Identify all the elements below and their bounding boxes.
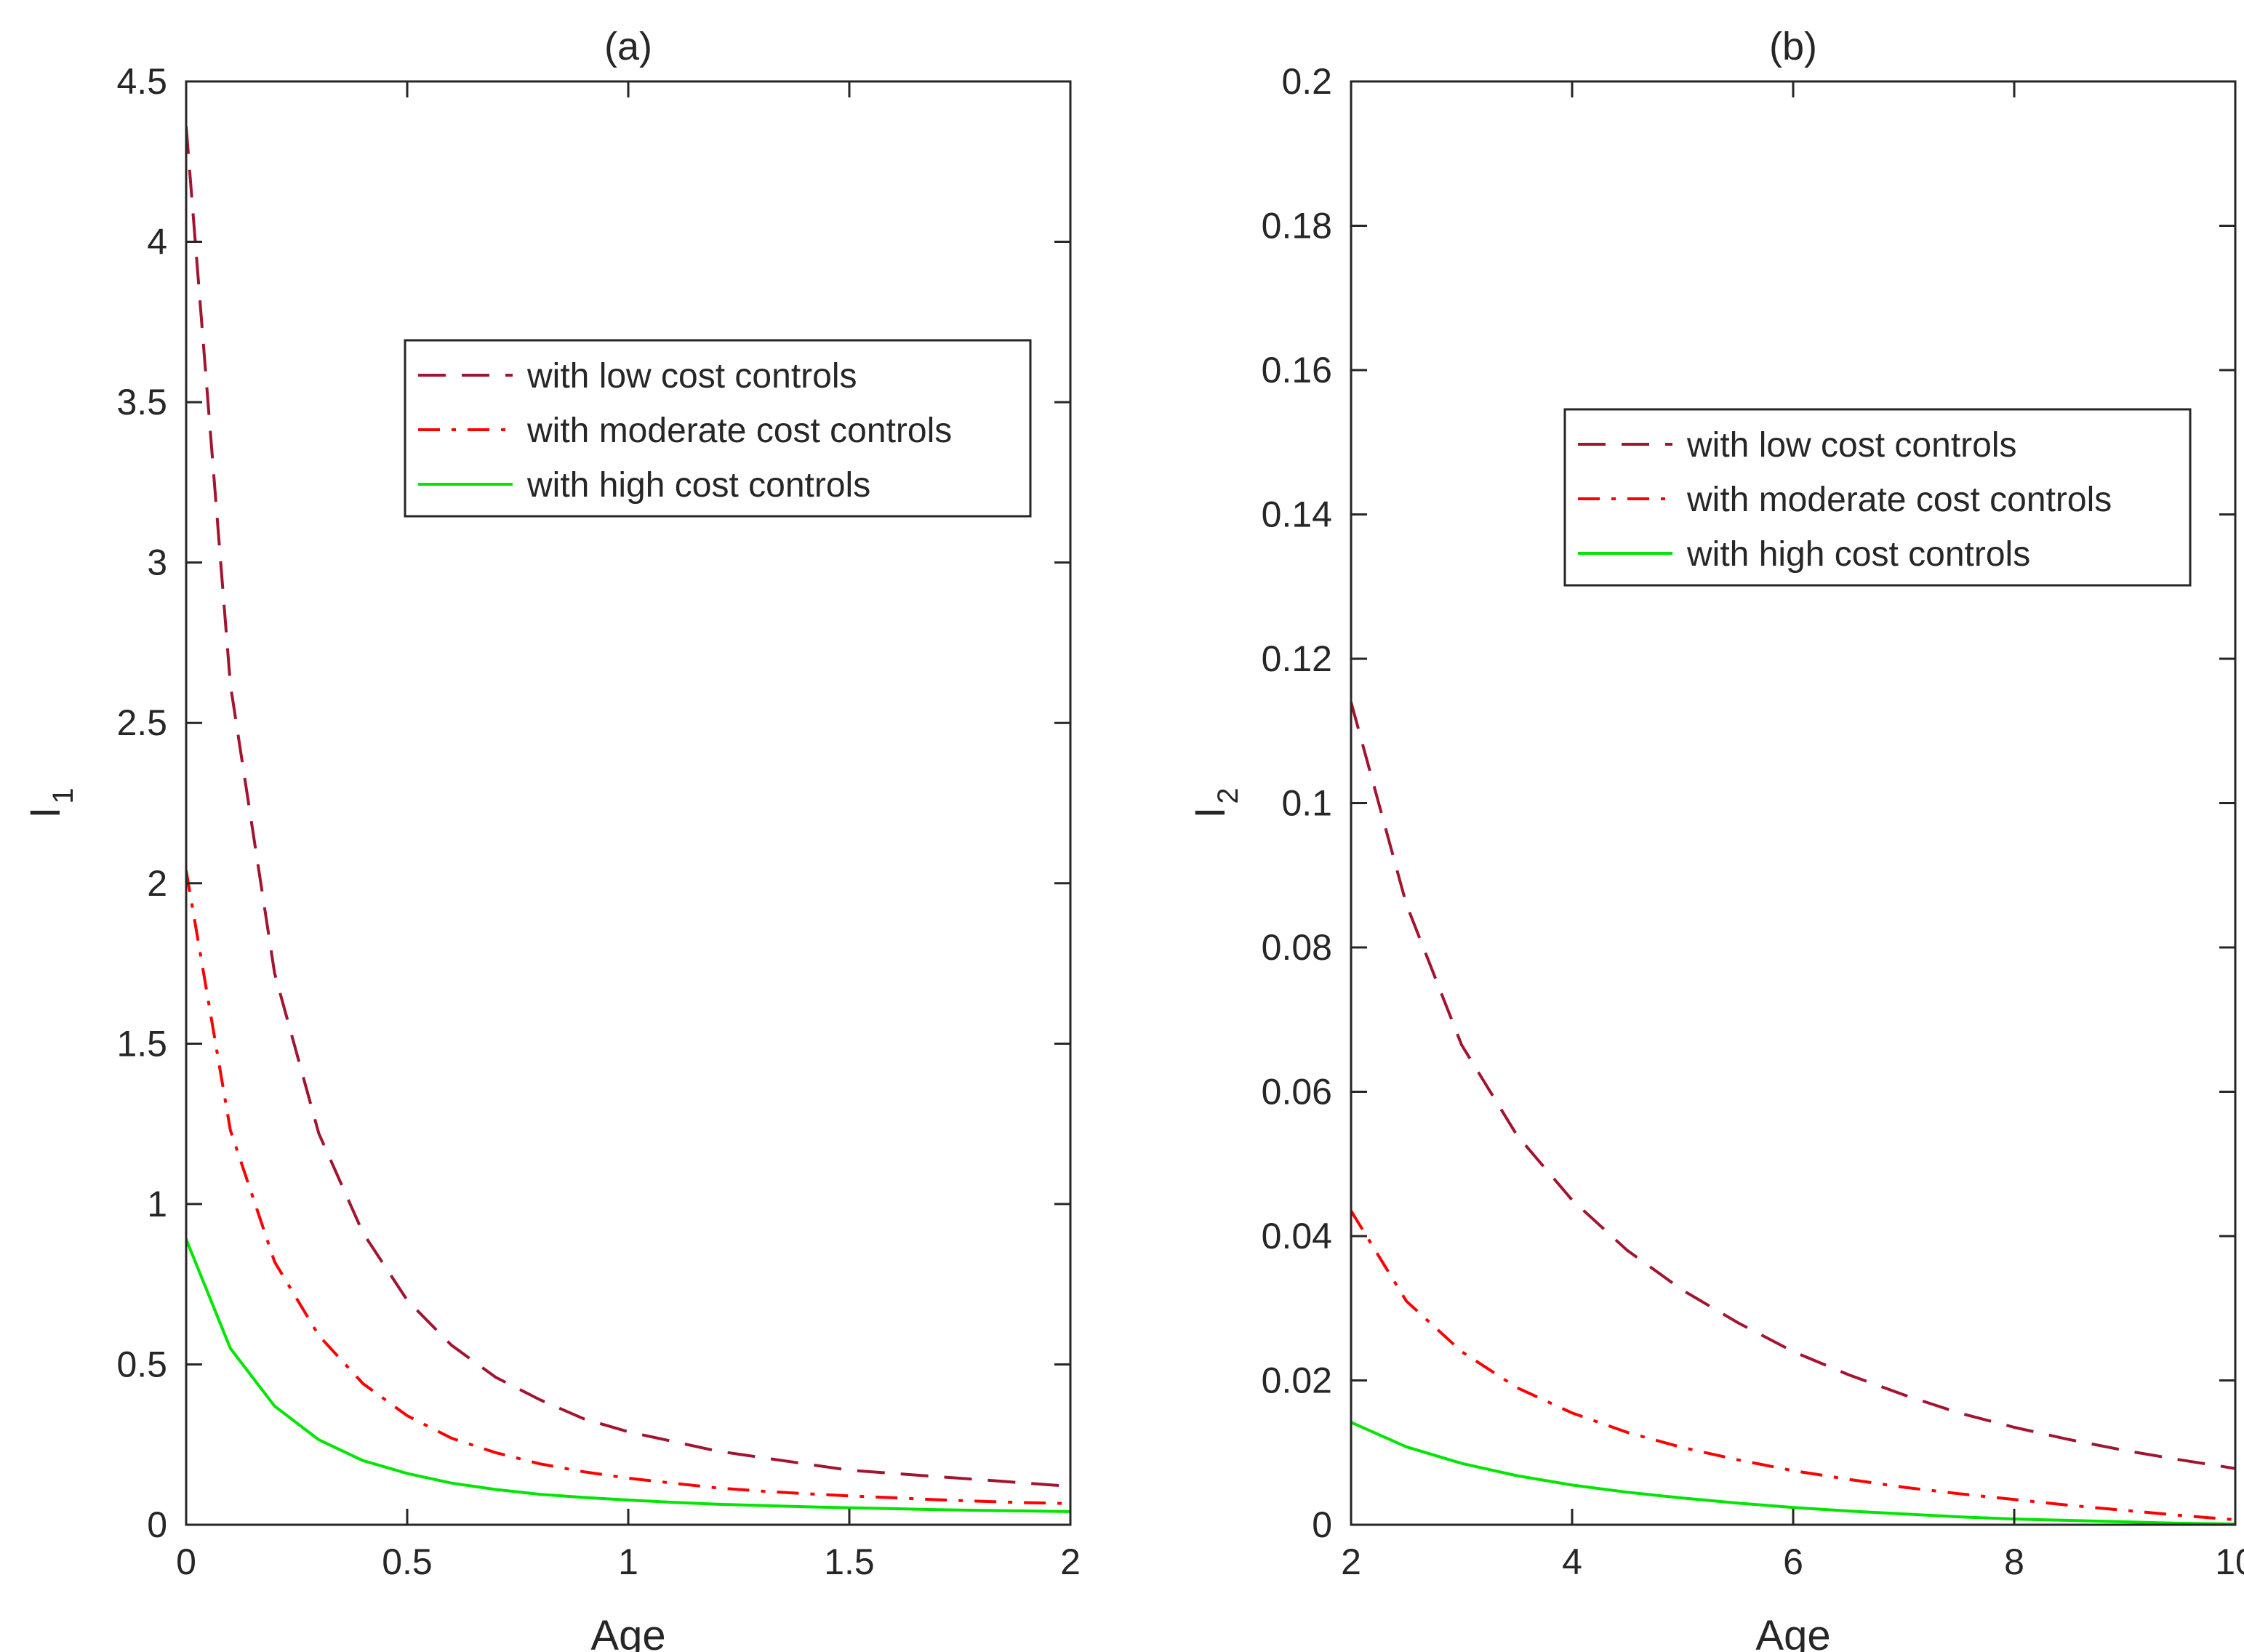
panel-a-y-axis-label-main: I bbox=[22, 807, 69, 819]
panel-b-series-line-dashed bbox=[1351, 702, 2235, 1470]
panel-b-legend-label: with moderate cost controls bbox=[1686, 481, 2112, 519]
panel-a-legend-label: with high cost controls bbox=[526, 466, 870, 505]
panel-b-y-tick-label: 0.18 bbox=[1262, 206, 1332, 246]
panel-a-y-tick-label: 0.5 bbox=[116, 1344, 167, 1384]
panel-a-y-tick-label: 0 bbox=[147, 1504, 167, 1545]
panel-a-series-group bbox=[186, 126, 1070, 1513]
panel-a-x-tick-label: 0.5 bbox=[382, 1541, 433, 1582]
panel-a-y-tick-label: 1 bbox=[147, 1184, 167, 1224]
panel-a-x-tick-label: 1.5 bbox=[824, 1541, 875, 1582]
panel-b-y-tick-label: 0.2 bbox=[1281, 61, 1332, 102]
panel-a-axes-box bbox=[185, 80, 1072, 1526]
panel-b-x-tick-label: 10 bbox=[2215, 1541, 2244, 1582]
panel-a-y-tick-label: 4.5 bbox=[116, 61, 167, 102]
panel-a-series-line-dashdot bbox=[186, 870, 1070, 1505]
panel-b-legend: with low cost controls with moderate cost… bbox=[1563, 408, 2192, 587]
panel-b-series-group bbox=[1351, 702, 2235, 1525]
panel-a-y-tick-label: 4 bbox=[147, 222, 167, 262]
panel-a-x-axis-label: Age bbox=[590, 1612, 665, 1652]
panel-b-y-tick-label: 0.08 bbox=[1262, 927, 1332, 968]
panel-a-legend-label: with moderate cost controls bbox=[526, 412, 952, 450]
panel-a-series-line-solid bbox=[186, 1238, 1070, 1513]
panel-b-y-tick-label: 0.14 bbox=[1262, 494, 1332, 535]
panel-b-y-tick-label: 0.16 bbox=[1262, 350, 1332, 390]
panel-a: 0 0.5 1 1.5 200.511.522.533.544.5(a)AgeI1wit… bbox=[22, 25, 1081, 1652]
panel-b-series-line-solid bbox=[1351, 1421, 2235, 1525]
panel-b-y-tick-label: 0.12 bbox=[1262, 638, 1332, 679]
panel-b-legend-box bbox=[1563, 408, 2192, 587]
panel-b-y-tick-label: 0.02 bbox=[1262, 1360, 1332, 1401]
panel-b-y-axis-label: I2 bbox=[1187, 787, 1244, 818]
panel-a-y-tick-label: 3.5 bbox=[116, 382, 167, 422]
panel-b-x-axis-label: Age bbox=[1755, 1612, 1830, 1652]
panel-b-x-tick-label: 2 bbox=[1341, 1541, 1361, 1582]
panel-a-series-line-dashed bbox=[186, 126, 1070, 1488]
panel-a-legend: with low cost controls with moderate cost… bbox=[404, 339, 1032, 518]
panel-b-y-tick-label: 0.06 bbox=[1262, 1072, 1332, 1112]
panel-a-x-tick-label: 1 bbox=[618, 1541, 638, 1582]
panel-b-x-tick-label: 8 bbox=[2004, 1541, 2024, 1582]
panel-b-legend-label: with low cost controls bbox=[1686, 426, 2017, 465]
panel-a-y-tick-label: 1.5 bbox=[116, 1023, 167, 1064]
panel-b-y-tick-label: 0.04 bbox=[1262, 1216, 1332, 1256]
panel-a-y-tick-label: 3 bbox=[147, 542, 167, 583]
panel-a-y-tick-label: 2.5 bbox=[116, 702, 167, 743]
panel-b-axes-box bbox=[1350, 80, 2237, 1526]
panel-a-x-tick-label: 2 bbox=[1060, 1541, 1081, 1582]
panel-a-y-axis-label: I1 bbox=[22, 787, 79, 818]
panel-b-y-axis-label-sub: 2 bbox=[1212, 787, 1244, 803]
panel-b-x-tick-label: 4 bbox=[1562, 1541, 1582, 1582]
panel-b-y-tick-label: 0.1 bbox=[1281, 783, 1332, 824]
panel-b-y-axis-label-main: I bbox=[1187, 807, 1234, 819]
panel-a-legend-box bbox=[404, 339, 1032, 518]
panel-b-y-tick-label: 0 bbox=[1312, 1504, 1332, 1545]
panel-b-title: (b) bbox=[1769, 25, 1817, 68]
panel-a-y-axis-label-sub: 1 bbox=[47, 787, 79, 803]
panel-b-x-tick-label: 6 bbox=[1783, 1541, 1803, 1582]
panel-a-y-tick-label: 2 bbox=[147, 863, 167, 904]
panel-b: 2 4 6 8 10 0 0.02 0.04 0.06 0.08 0.1 0.12 0.14 0.16 0.… bbox=[1187, 25, 2244, 1652]
panel-a-x-tick-label: 0 bbox=[176, 1541, 196, 1582]
panel-a-legend-label: with low cost controls bbox=[526, 357, 857, 396]
panel-b-legend-label: with high cost controls bbox=[1686, 535, 2030, 574]
panel-a-title: (a) bbox=[604, 25, 652, 68]
panel-b-series-line-dashdot bbox=[1351, 1210, 2235, 1522]
